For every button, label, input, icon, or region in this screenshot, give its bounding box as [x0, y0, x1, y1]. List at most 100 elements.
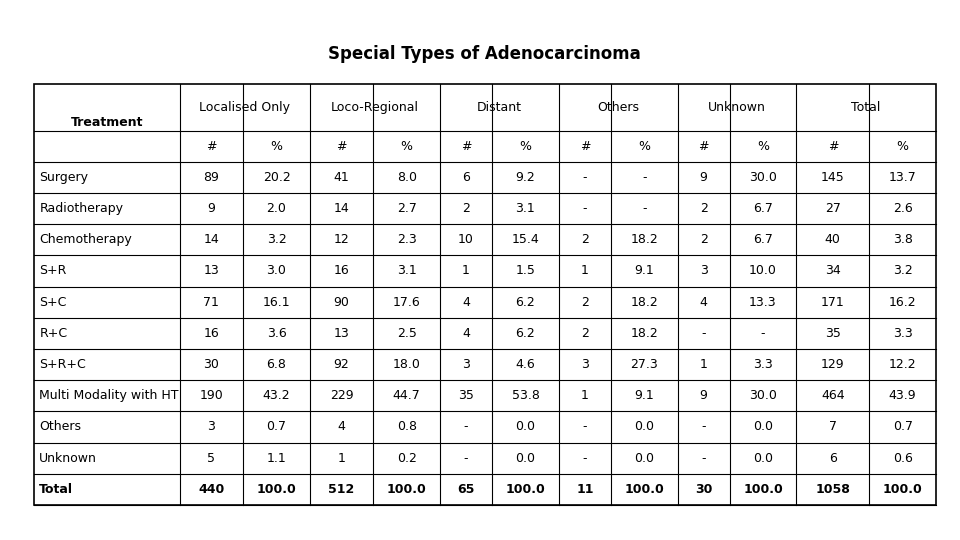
Text: -: - [583, 451, 588, 464]
Text: 14: 14 [204, 233, 219, 246]
Text: 6: 6 [828, 451, 837, 464]
Text: 1: 1 [462, 265, 470, 278]
Text: Multi Modality with HT: Multi Modality with HT [39, 389, 179, 402]
Text: 3.1: 3.1 [396, 265, 417, 278]
Text: 71: 71 [204, 295, 219, 308]
Text: 1: 1 [700, 358, 708, 371]
Text: 18.2: 18.2 [631, 327, 658, 340]
Text: 16.1: 16.1 [263, 295, 290, 308]
Text: -: - [702, 451, 706, 464]
Text: 100.0: 100.0 [387, 483, 426, 496]
Text: 5: 5 [207, 451, 215, 464]
Text: -: - [642, 202, 646, 215]
Text: 1: 1 [581, 389, 588, 402]
Text: 2.7: 2.7 [396, 202, 417, 215]
Text: 27.3: 27.3 [631, 358, 658, 371]
Text: Radiotherapy: Radiotherapy [39, 202, 123, 215]
Text: 14: 14 [334, 202, 349, 215]
Text: 1: 1 [338, 451, 346, 464]
Text: 6: 6 [462, 171, 470, 184]
Text: #: # [461, 140, 471, 153]
Text: Chemotherapy: Chemotherapy [39, 233, 132, 246]
Text: 53.8: 53.8 [512, 389, 540, 402]
Text: 40: 40 [825, 233, 841, 246]
Text: 3.8: 3.8 [893, 233, 913, 246]
Text: 2: 2 [700, 202, 708, 215]
Text: 100.0: 100.0 [883, 483, 923, 496]
Text: -: - [464, 451, 468, 464]
Text: 10: 10 [458, 233, 474, 246]
Text: Unknown: Unknown [708, 100, 766, 113]
Text: 30.0: 30.0 [749, 389, 777, 402]
Text: 0.6: 0.6 [893, 451, 913, 464]
Text: Special Types of Adenocarcinoma: Special Types of Adenocarcinoma [328, 45, 641, 63]
Text: 100.0: 100.0 [506, 483, 545, 496]
Text: 3.2: 3.2 [893, 265, 913, 278]
Text: 15.4: 15.4 [512, 233, 540, 246]
Text: 129: 129 [821, 358, 845, 371]
Text: 3.2: 3.2 [267, 233, 286, 246]
Text: 3.3: 3.3 [753, 358, 773, 371]
Text: Surgery: Surgery [39, 171, 88, 184]
Text: #: # [828, 140, 838, 153]
Text: 16: 16 [204, 327, 219, 340]
Text: 3: 3 [581, 358, 588, 371]
Text: 229: 229 [330, 389, 353, 402]
Text: 90: 90 [334, 295, 349, 308]
Text: 11: 11 [576, 483, 593, 496]
Text: 2.6: 2.6 [893, 202, 913, 215]
Text: 13.3: 13.3 [749, 295, 777, 308]
Text: 2.0: 2.0 [267, 202, 286, 215]
Text: -: - [583, 171, 588, 184]
Text: 41: 41 [334, 171, 349, 184]
Text: 9.1: 9.1 [635, 265, 654, 278]
Text: 464: 464 [821, 389, 845, 402]
Text: 13: 13 [204, 265, 219, 278]
Text: 0.0: 0.0 [516, 421, 536, 434]
Text: 44.7: 44.7 [393, 389, 420, 402]
Text: 2: 2 [581, 327, 588, 340]
Text: 43.2: 43.2 [263, 389, 290, 402]
Text: 9: 9 [700, 171, 708, 184]
Text: 12.2: 12.2 [889, 358, 917, 371]
Text: 3.3: 3.3 [893, 327, 913, 340]
Text: %: % [519, 140, 532, 153]
Text: 0.0: 0.0 [753, 451, 773, 464]
Text: 9.1: 9.1 [635, 389, 654, 402]
Text: Distant: Distant [477, 100, 522, 113]
Text: 18.2: 18.2 [631, 295, 658, 308]
Text: -: - [583, 202, 588, 215]
Text: 3.0: 3.0 [267, 265, 286, 278]
Text: Total: Total [39, 483, 73, 496]
Text: 3: 3 [462, 358, 470, 371]
Text: R+C: R+C [39, 327, 67, 340]
Text: Unknown: Unknown [39, 451, 97, 464]
Text: 12: 12 [334, 233, 349, 246]
Text: -: - [702, 327, 706, 340]
Text: 20.2: 20.2 [263, 171, 290, 184]
Text: S+C: S+C [39, 295, 67, 308]
Text: -: - [702, 421, 706, 434]
Text: 18.2: 18.2 [631, 233, 658, 246]
Text: 4: 4 [462, 327, 470, 340]
Text: 3.1: 3.1 [516, 202, 536, 215]
Text: 1: 1 [581, 265, 588, 278]
Text: 6.8: 6.8 [267, 358, 286, 371]
Text: 2: 2 [581, 295, 588, 308]
Text: -: - [760, 327, 765, 340]
Text: Treatment: Treatment [70, 116, 143, 129]
Text: 6.7: 6.7 [753, 233, 773, 246]
Text: 6.7: 6.7 [753, 202, 773, 215]
Text: S+R+C: S+R+C [39, 358, 86, 371]
Text: 13.7: 13.7 [889, 171, 917, 184]
Text: 4: 4 [338, 421, 346, 434]
Text: 30.0: 30.0 [749, 171, 777, 184]
Text: 1058: 1058 [815, 483, 851, 496]
Text: 65: 65 [457, 483, 475, 496]
Text: 1.5: 1.5 [516, 265, 536, 278]
Text: 190: 190 [200, 389, 224, 402]
Text: 7: 7 [828, 421, 837, 434]
Text: 92: 92 [334, 358, 349, 371]
Text: 89: 89 [204, 171, 219, 184]
Text: Total: Total [852, 100, 881, 113]
